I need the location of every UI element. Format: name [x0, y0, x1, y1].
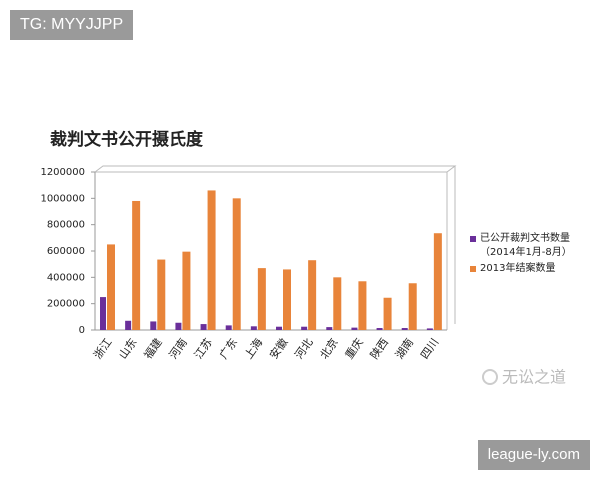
- legend-swatch: [470, 236, 476, 242]
- legend-label: 已公开裁判文书数量（2014年1月-8月）: [480, 233, 572, 258]
- x-tick-label: 河南: [167, 336, 190, 361]
- bar: [301, 326, 308, 330]
- x-tick-label: 江苏: [192, 336, 215, 361]
- bar: [376, 328, 383, 330]
- bar: [358, 281, 367, 330]
- legend-label: 2013年结案数量: [480, 263, 556, 274]
- chart-title: 裁判文书公开摄氏度: [50, 129, 204, 150]
- y-tick-label: 0: [79, 325, 85, 336]
- y-tick-label: 1000000: [40, 193, 85, 204]
- bar: [232, 198, 241, 330]
- bar: [150, 321, 157, 330]
- x-tick-label: 四川: [418, 336, 441, 361]
- bar: [107, 244, 115, 330]
- legend-item: 已公开裁判文书数量（2014年1月-8月）: [470, 232, 595, 260]
- legend-item: 2013年结案数量: [470, 262, 595, 276]
- site-watermark: league-ly.com: [477, 440, 590, 470]
- brand-watermark: 无讼之道: [502, 368, 566, 387]
- bar: [326, 327, 333, 330]
- x-tick-label: 北京: [317, 335, 341, 361]
- bar: [100, 297, 106, 330]
- bar: [182, 251, 191, 330]
- x-tick-label: 山东: [116, 336, 139, 361]
- bar: [333, 277, 342, 330]
- frame: [93, 165, 457, 173]
- bar: [383, 297, 392, 330]
- bar: [200, 324, 207, 330]
- x-tick-label: 重庆: [342, 335, 366, 361]
- bar: [132, 200, 141, 330]
- y-tick-label: 1200000: [40, 167, 85, 178]
- x-tick-label: 上海: [241, 335, 265, 361]
- bar: [157, 259, 166, 330]
- x-tick-label: 浙江: [91, 336, 114, 361]
- bar: [283, 269, 291, 330]
- bar: [426, 328, 433, 330]
- brand-icon: [482, 369, 498, 385]
- x-tick-label: 安徽: [266, 335, 290, 361]
- y-tick-label: 200000: [47, 299, 85, 310]
- tag-watermark: TG: MYYJJPP: [10, 10, 134, 40]
- bar: [125, 320, 132, 330]
- bar: [351, 327, 358, 330]
- bar: [175, 322, 182, 330]
- x-tick-label: 福建: [141, 335, 165, 361]
- bar: [225, 325, 232, 330]
- bar: [276, 326, 282, 330]
- bar: [401, 328, 408, 330]
- bar: [308, 260, 317, 330]
- bar: [433, 233, 442, 330]
- legend: 已公开裁判文书数量（2014年1月-8月） 2013年结案数量: [470, 232, 595, 278]
- y-tick-label: 400000: [47, 272, 85, 283]
- legend-swatch: [470, 266, 476, 272]
- x-tick-label: 广东: [217, 336, 240, 361]
- bar: [250, 326, 257, 330]
- y-tick-label: 600000: [47, 246, 85, 257]
- x-tick-label: 河北: [292, 336, 315, 361]
- y-tick-label: 800000: [47, 220, 85, 231]
- bar: [257, 268, 266, 330]
- bar: [207, 190, 216, 330]
- bar: [408, 283, 417, 330]
- x-tick-label: 湖南: [393, 336, 416, 361]
- x-tick-label: 陕西: [367, 335, 391, 361]
